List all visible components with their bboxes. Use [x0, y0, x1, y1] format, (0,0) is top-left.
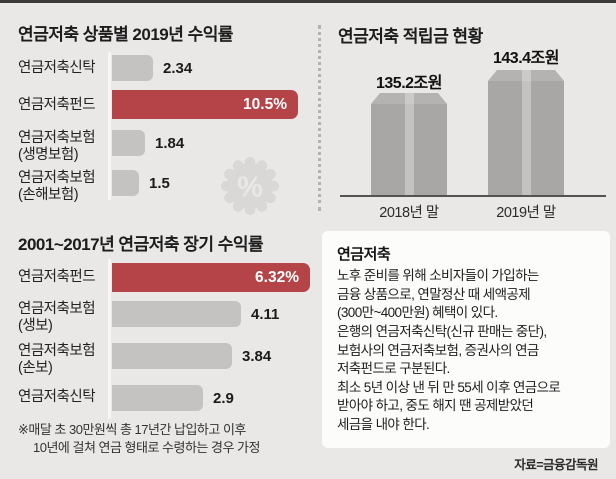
bar-insurance-life [112, 301, 241, 327]
percent-badge-icon: % [221, 157, 279, 215]
chart-title: 연금저축 적립금 현황 [338, 27, 483, 46]
bar-label: 연금저축보험 (손보) [18, 343, 96, 376]
pillar-highlight-stripe [405, 93, 414, 196]
bar-label: 연금저축보험 (손해보험) [18, 170, 96, 203]
chart-baseline [108, 52, 111, 200]
chart-accumulated-funds: 연금저축 적립금 현황 135.2조원 143.4조원 2018년 말 2019… [318, 0, 616, 225]
bar-trust [112, 55, 153, 81]
bar-row: 10.5% [112, 90, 312, 119]
bar-insurance-nonlife [112, 170, 139, 196]
svg-text:%: % [237, 172, 263, 204]
x-axis-label-2019: 2019년 말 [496, 205, 556, 221]
bar-row: 6.32% [112, 263, 312, 292]
chart-longterm-returns: 2001~2017년 연금저축 장기 수익률 연금저축펀드 6.32% 연금저축… [0, 225, 312, 479]
bar-fund-highlight: 6.32% [112, 263, 310, 292]
bar-label: 연금저축보험 (생명보험) [18, 130, 96, 163]
bar-row: 4.11 [112, 301, 312, 327]
bar-label: 연금저축보험 (생보) [18, 301, 96, 334]
bar-value: 4.11 [251, 305, 280, 323]
bar-value-inside: 6.32% [255, 268, 299, 286]
bar-row: 1.5 [112, 170, 312, 196]
chart-returns-2019: 연금저축 상품별 2019년 수익률 연금저축신탁 2.34 연금저축펀드 10… [0, 0, 312, 225]
info-card-title: 연금저축 [337, 246, 391, 263]
pillar-value-2019: 143.4조원 [493, 50, 559, 67]
bar-insurance-nonlife [112, 343, 232, 369]
vertical-dotted-divider [318, 25, 321, 211]
bar-value-inside: 10.5% [243, 95, 287, 113]
bar-label: 연금저축신탁 [18, 60, 96, 76]
bar-insurance-life [112, 130, 145, 156]
info-card: 연금저축 노후 준비를 위해 소비자들이 가입하는 금융 상품으로, 연말정산 … [322, 231, 610, 448]
chart-title: 연금저축 상품별 2019년 수익률 [18, 25, 234, 44]
pillar-2019 [488, 70, 564, 196]
bar-value: 1.84 [155, 134, 185, 152]
pillar-2018 [371, 93, 447, 196]
bar-label: 연금저축신탁 [18, 389, 96, 405]
x-axis-label-2018: 2018년 말 [379, 205, 439, 221]
bar-row: 3.84 [112, 343, 312, 369]
pillar-cap [371, 93, 447, 104]
chart-baseline [108, 259, 111, 419]
top-border-rule [0, 0, 616, 3]
data-source-credit: 자료=금융감독원 [514, 458, 598, 472]
pillar-cap [488, 70, 564, 81]
bar-value: 1.5 [149, 174, 170, 192]
chart-title: 2001~2017년 연금저축 장기 수익률 [18, 235, 264, 254]
bar-value: 2.34 [163, 59, 193, 77]
x-axis-line [340, 195, 606, 197]
pillar-value-2018: 135.2조원 [376, 75, 442, 92]
bar-row: 2.34 [112, 55, 312, 81]
bar-value: 2.9 [213, 389, 234, 407]
bar-value: 3.84 [242, 347, 272, 365]
chart-footnote: ※매달 초 30만원씩 총 17년간 납입하고 이후 10년에 걸쳐 연금 형태… [18, 422, 260, 455]
bar-fund-highlight: 10.5% [112, 90, 298, 119]
bar-row: 1.84 [112, 130, 312, 156]
bar-row: 2.9 [112, 385, 312, 411]
info-card-body: 노후 준비를 위해 소비자들이 가입하는 금융 상품으로, 연말정산 때 세액공… [337, 268, 561, 432]
bar-label: 연금저축펀드 [18, 97, 96, 113]
bar-label: 연금저축펀드 [18, 269, 96, 285]
bar-trust [112, 385, 203, 411]
pillar-highlight-stripe [522, 70, 531, 196]
